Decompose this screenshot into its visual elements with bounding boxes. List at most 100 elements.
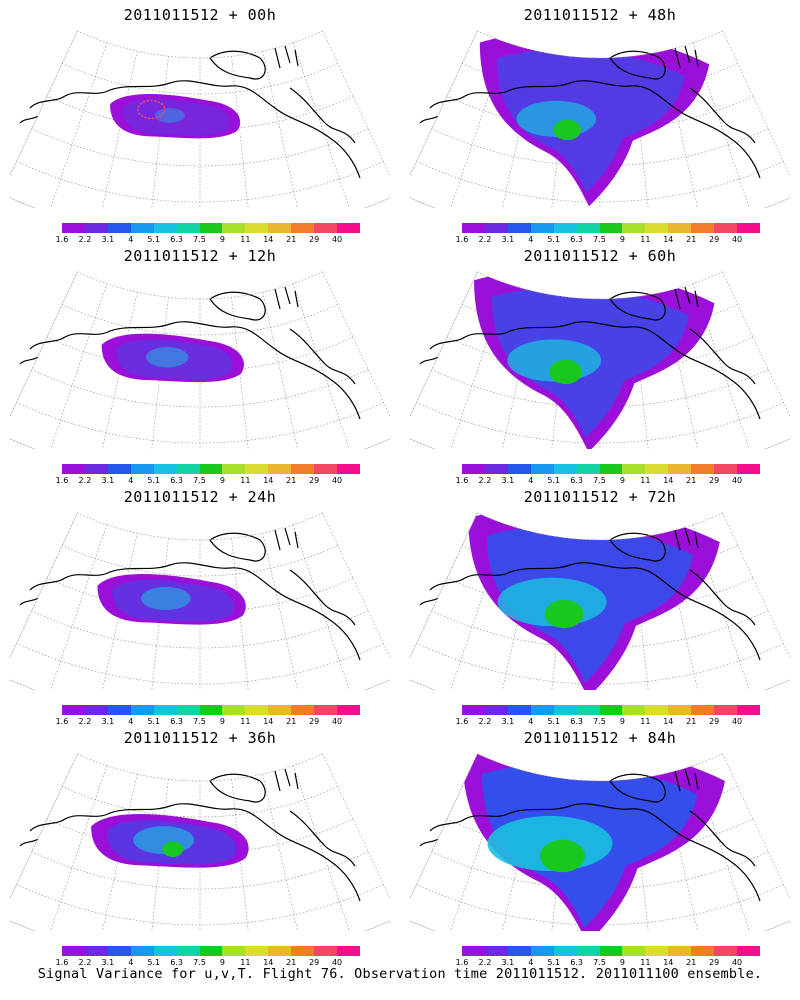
- colorbar-swatch: [130, 223, 154, 233]
- colorbar-tick-label: 7.5: [193, 476, 206, 485]
- colorbar-tick-label: 3.1: [501, 476, 515, 485]
- colorbar-tick-label: 6.3: [170, 717, 183, 726]
- colorbar: [62, 705, 360, 715]
- colorbar-tick-label: 9: [619, 476, 625, 485]
- colorbar-swatch: [737, 464, 760, 474]
- polar-stereographic-map: [10, 512, 390, 690]
- colorbar-swatch: [245, 705, 269, 715]
- colorbar-swatch: [222, 946, 246, 956]
- colorbar-swatch: [691, 946, 715, 956]
- polar-stereographic-map: [10, 753, 390, 931]
- colorbar-tick-label: 2.2: [478, 476, 492, 485]
- colorbar-swatch: [84, 705, 108, 715]
- colorbar-swatch: [268, 946, 292, 956]
- colorbar: [462, 464, 760, 474]
- colorbar-swatch: [645, 946, 669, 956]
- variance-contour-low: [110, 93, 241, 139]
- colorbar-swatch: [153, 946, 177, 956]
- polar-stereographic-map: [410, 30, 790, 208]
- colorbar-tick-label: 9: [219, 476, 225, 485]
- forecast-panel: 2011011512 + 12h 1.6 2.2 3.1 4 5.1 6.3 7.5 9 11 14…: [0, 241, 400, 486]
- colorbar-tick-label: 29: [709, 476, 720, 485]
- colorbar-tick-label: 40: [731, 717, 743, 726]
- colorbar-swatch: [737, 223, 760, 233]
- colorbar-swatch: [314, 464, 338, 474]
- colorbar-swatch: [291, 464, 315, 474]
- variance-maximum: [544, 599, 584, 629]
- colorbar-swatch: [714, 223, 738, 233]
- colorbar-swatch: [199, 464, 223, 474]
- variance-peak-ring: [137, 99, 166, 120]
- colorbar-swatch: [668, 223, 692, 233]
- colorbar-tick-label: 40: [331, 958, 343, 967]
- colorbar-tick-label: 21: [686, 476, 697, 485]
- colorbar-swatch: [484, 223, 508, 233]
- colorbar-swatch: [484, 946, 508, 956]
- colorbar-tick-label: 11: [240, 958, 251, 967]
- coastline-lines: [419, 45, 761, 179]
- colorbar-tick-label: 21: [686, 717, 697, 726]
- variance-field: [101, 333, 244, 383]
- colorbar-swatch: [645, 705, 669, 715]
- colorbar-swatch: [337, 946, 360, 956]
- colorbar-swatch: [599, 223, 623, 233]
- forecast-panel: 2011011512 + 00h 1.6 2.2 3.1 4 5.1 6.3 7.5 9 11 14…: [0, 0, 400, 245]
- colorbar-swatch: [530, 946, 554, 956]
- colorbar-swatch: [337, 464, 360, 474]
- colorbar-swatch: [507, 705, 531, 715]
- colorbar-tick-label: 6.3: [170, 476, 183, 485]
- colorbar-swatch: [462, 464, 485, 474]
- colorbar: [62, 464, 360, 474]
- colorbar-swatch: [268, 464, 292, 474]
- polar-stereographic-map: [410, 271, 790, 449]
- colorbar-tick-label: 3.1: [101, 958, 115, 967]
- colorbar-tick-label: 6.3: [570, 235, 583, 244]
- variance-maximum: [540, 839, 585, 873]
- colorbar-swatch: [176, 464, 200, 474]
- polar-stereographic-map: [410, 753, 790, 931]
- variance-contour-high: [141, 586, 191, 611]
- variance-contour-high: [145, 347, 189, 368]
- colorbar-swatch: [84, 464, 108, 474]
- colorbar-tick-label: 14: [263, 476, 274, 485]
- colorbar-swatch: [222, 464, 246, 474]
- colorbar-tick-label: 21: [286, 958, 297, 967]
- colorbar-tick-label: 3.1: [501, 235, 515, 244]
- colorbar-tick-label: 11: [640, 717, 651, 726]
- colorbar-swatch: [530, 705, 554, 715]
- colorbar-swatch: [645, 223, 669, 233]
- colorbar-swatch: [153, 464, 177, 474]
- colorbar-tick-labels: 1.6 2.2 3.1 4 5.1 6.3 7.5 9 11 14 21 29 40: [452, 717, 762, 727]
- colorbar-tick-label: 40: [731, 958, 743, 967]
- colorbar-tick-label: 7.5: [593, 476, 606, 485]
- colorbar-tick-label: 7.5: [593, 958, 606, 967]
- colorbar-tick-label: 2.2: [78, 235, 92, 244]
- colorbar-swatch: [291, 223, 315, 233]
- colorbar-swatch: [130, 946, 154, 956]
- colorbar-tick-label: 40: [731, 235, 743, 244]
- colorbar-tick-labels: 1.6 2.2 3.1 4 5.1 6.3 7.5 9 11 14 21 29 40: [452, 235, 762, 245]
- colorbar-swatch: [691, 223, 715, 233]
- colorbar-tick-label: 1.6: [55, 235, 69, 244]
- colorbar-tick-label: 3.1: [101, 235, 115, 244]
- colorbar-swatch: [576, 705, 600, 715]
- colorbar-tick-label: 5.1: [147, 235, 161, 244]
- variance-field: [468, 512, 720, 690]
- colorbar-swatch: [130, 705, 154, 715]
- colorbar-swatch: [62, 223, 85, 233]
- colorbar-swatch: [462, 223, 485, 233]
- coastline-lines: [19, 527, 361, 661]
- colorbar-tick-label: 4: [528, 717, 534, 726]
- colorbar-tick-label: 40: [331, 235, 343, 244]
- colorbar-swatch: [462, 946, 485, 956]
- variance-field: [110, 93, 241, 139]
- colorbar-tick-label: 11: [240, 476, 251, 485]
- colorbar-swatch: [268, 223, 292, 233]
- colorbar-swatch: [107, 223, 131, 233]
- panel-title: 2011011512 + 48h: [523, 6, 677, 24]
- panel-title: 2011011512 + 60h: [523, 247, 677, 265]
- colorbar-swatch: [222, 705, 246, 715]
- variance-contour-high: [155, 108, 185, 123]
- colorbar-tick-label: 3.1: [501, 958, 515, 967]
- colorbar-swatch: [668, 464, 692, 474]
